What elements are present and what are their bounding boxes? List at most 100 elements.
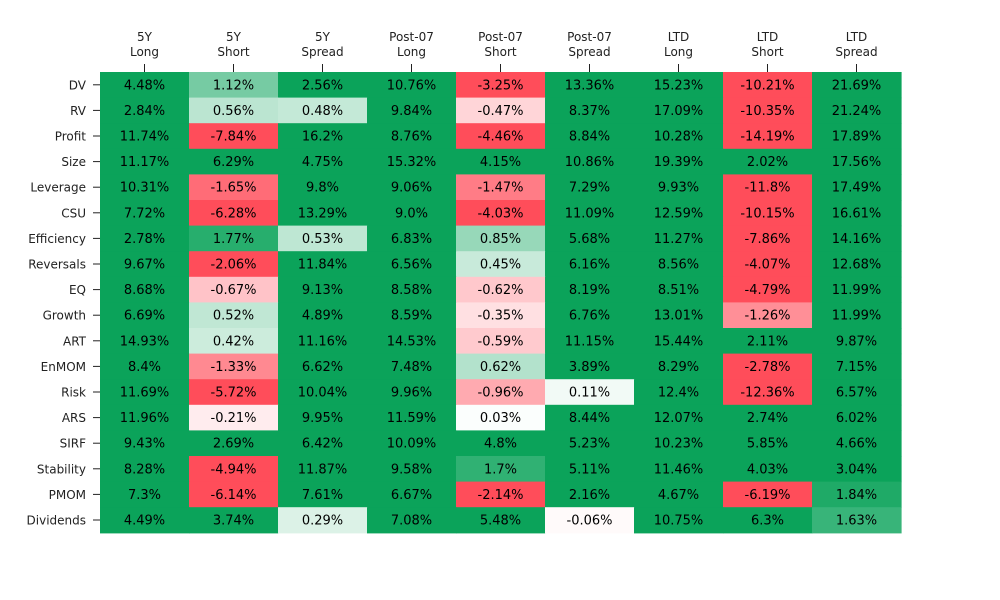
y-tick: Dividends xyxy=(27,514,100,528)
heatmap-cell xyxy=(189,276,279,303)
cell-value-label: -4.94% xyxy=(211,462,257,477)
heatmap-cell xyxy=(278,225,368,252)
heatmap-cell xyxy=(812,225,902,252)
heatmap-cell xyxy=(634,200,724,227)
cell-value-label: 4.15% xyxy=(480,155,521,170)
cell-value-label: 2.84% xyxy=(124,104,165,119)
heatmap-cell xyxy=(634,379,724,406)
heatmap-cell xyxy=(278,97,368,124)
heatmap-cell xyxy=(367,404,457,431)
heatmap-cell xyxy=(189,200,279,227)
y-tick: Stability xyxy=(37,462,100,476)
cell-value-label: 8.68% xyxy=(124,283,165,298)
y-tick-label: SIRF xyxy=(60,437,86,451)
heatmap-cell xyxy=(189,353,279,380)
cell-value-label: 11.59% xyxy=(387,411,437,426)
y-tick-label: EQ xyxy=(69,283,86,297)
heatmap-cell xyxy=(456,353,546,380)
cell-value-label: 2.02% xyxy=(747,155,788,170)
cell-value-label: 6.42% xyxy=(302,437,343,452)
cell-value-label: -5.72% xyxy=(211,386,257,401)
cell-value-label: 4.8% xyxy=(484,437,517,452)
x-tick-label-bottom: Short xyxy=(751,45,783,59)
cell-value-label: -0.21% xyxy=(211,411,257,426)
y-tick: Leverage xyxy=(30,181,100,195)
y-tick-label: ARS xyxy=(62,411,86,425)
heatmap-cell xyxy=(278,430,368,457)
cell-value-label: 1.84% xyxy=(836,488,877,503)
cell-value-label: 13.01% xyxy=(654,309,704,324)
cell-value-label: -6.28% xyxy=(211,206,257,221)
cell-value-label: 4.48% xyxy=(124,78,165,93)
cell-value-label: 5.68% xyxy=(569,232,610,247)
cell-value-label: 13.36% xyxy=(565,78,615,93)
heatmap-cell xyxy=(812,251,902,278)
cell-value-label: 11.27% xyxy=(654,232,704,247)
heatmap-cell xyxy=(456,123,546,150)
heatmap-cell xyxy=(634,430,724,457)
heatmap-cell xyxy=(456,251,546,278)
cell-value-label: 6.16% xyxy=(569,258,610,273)
heatmap-cell xyxy=(367,379,457,406)
cell-value-label: 11.16% xyxy=(298,334,348,349)
heatmap-cell xyxy=(545,456,635,483)
heatmap-cell xyxy=(189,328,279,355)
cell-value-label: 11.87% xyxy=(298,462,348,477)
heatmap-cell xyxy=(100,328,190,355)
heatmap-cell xyxy=(723,225,813,252)
heatmap-cell xyxy=(545,174,635,201)
cell-value-label: 5.85% xyxy=(747,437,788,452)
heatmap-cell xyxy=(456,174,546,201)
heatmap-cell xyxy=(812,379,902,406)
y-tick-label: Stability xyxy=(37,462,86,476)
x-tick-label-top: Post-07 xyxy=(567,30,612,44)
cell-value-label: 12.68% xyxy=(832,258,882,273)
cell-value-label: 19.39% xyxy=(654,155,704,170)
heatmap-cell xyxy=(812,72,902,99)
cell-value-label: 7.48% xyxy=(391,360,432,375)
cell-value-label: -11.8% xyxy=(745,181,791,196)
heatmap-cell xyxy=(100,353,190,380)
y-tick-label: Profit xyxy=(55,130,87,144)
y-tick-label: Efficiency xyxy=(28,232,86,246)
cell-value-label: -4.79% xyxy=(745,283,791,298)
heatmap-cell xyxy=(278,72,368,99)
heatmap-cell xyxy=(723,379,813,406)
heatmap-cell xyxy=(100,302,190,329)
y-tick-label: Dividends xyxy=(27,514,86,528)
cell-value-label: 6.62% xyxy=(302,360,343,375)
heatmap-cell xyxy=(189,72,279,99)
y-tick: EnMOM xyxy=(41,360,100,374)
cell-value-label: 4.03% xyxy=(747,462,788,477)
heatmap-cell xyxy=(545,276,635,303)
cell-value-label: -1.65% xyxy=(211,181,257,196)
heatmap-cell xyxy=(456,200,546,227)
heatmap-cell xyxy=(545,430,635,457)
cell-value-label: 16.61% xyxy=(832,206,882,221)
cell-value-label: 11.99% xyxy=(832,309,882,324)
cell-value-label: 2.78% xyxy=(124,232,165,247)
cell-value-label: 0.85% xyxy=(480,232,521,247)
x-tick-label-bottom: Spread xyxy=(301,45,343,59)
cell-value-label: 15.32% xyxy=(387,155,437,170)
heatmap-cell xyxy=(456,97,546,124)
cell-value-label: 12.4% xyxy=(658,386,699,401)
y-tick-label: Size xyxy=(61,155,86,169)
y-axis-ticks: DV RV Profit Size Leverage CSU Efficiency Rever… xyxy=(27,78,100,528)
heatmap-cell xyxy=(812,481,902,508)
cell-value-label: -3.25% xyxy=(478,78,524,93)
cell-value-label: 14.16% xyxy=(832,232,882,247)
heatmap-cell xyxy=(367,123,457,150)
heatmap-cell xyxy=(545,481,635,508)
cell-value-label: 11.74% xyxy=(120,130,170,145)
y-tick-label: Reversals xyxy=(28,258,86,272)
cell-value-label: -7.84% xyxy=(211,130,257,145)
cell-value-label: 0.48% xyxy=(302,104,343,119)
cell-value-label: -7.86% xyxy=(745,232,791,247)
heatmap-cell xyxy=(367,276,457,303)
y-tick-label: RV xyxy=(70,104,87,118)
x-tick-label-top: 5Y xyxy=(315,30,331,44)
